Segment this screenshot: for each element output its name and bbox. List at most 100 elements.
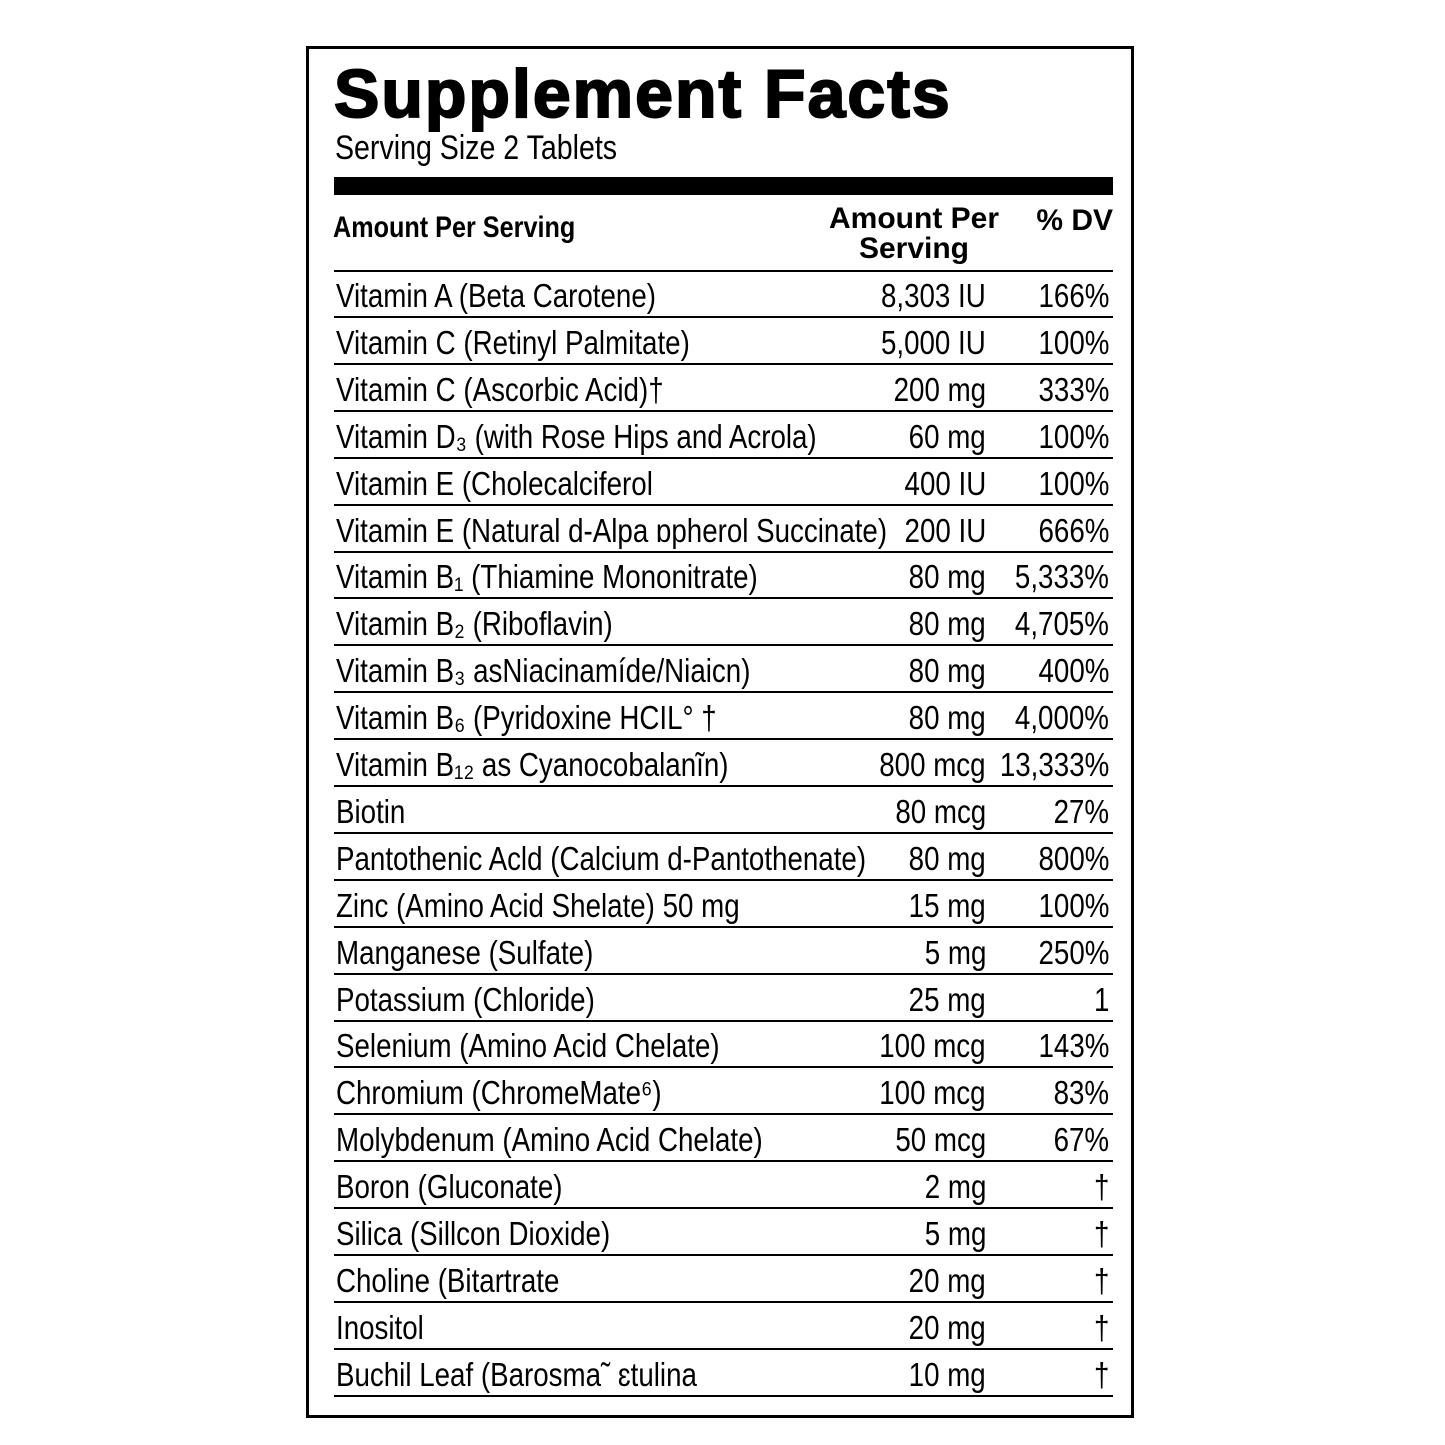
table-row: Vitamin B₃ asNiacinamíde/Niaicn) 80 mg 400… — [334, 646, 1113, 694]
table-row: Vitamin B₁ (Thiamine Mononitrate) 80 mg 5,… — [334, 552, 1113, 600]
table-row: Biotin 80 mcg 27% — [334, 787, 1113, 834]
table-row: Selenium (Amino Acid Chelate) 100 mcg 143% — [334, 1021, 1113, 1069]
amount: 10 mg — [908, 1355, 986, 1393]
amount: 80 mg — [908, 558, 986, 596]
table-row: Inositol 20 mg † — [334, 1303, 1113, 1350]
table-row: Vitamin E (Natural d-Alpa ɒpherol Succin… — [334, 506, 1113, 553]
table-row: Vitamin C (Ascorbic Acid)† 200 mg 333% — [334, 365, 1113, 412]
amount: 100 mcg — [879, 1027, 986, 1065]
amount: 80 mg — [908, 605, 986, 643]
amount: 80 mg — [908, 839, 986, 877]
daily-value: 333% — [1038, 370, 1109, 408]
table-row: Vitamin A (Beta Carotene) 8,303 IU 166% — [334, 271, 1113, 318]
nutrient-name: Chromium (ChromeMate⁶) — [336, 1074, 662, 1112]
nutrient-name: Biotin — [336, 792, 406, 830]
nutrient-name: Inositol — [336, 1308, 424, 1346]
amount: 800 mcg — [879, 746, 986, 783]
nutrient-name: Molybdenum (Amino Acid Chelate) — [336, 1121, 763, 1159]
nutrient-name: Manganese (Sulfate) — [336, 933, 594, 971]
daily-value: 13,333% — [999, 746, 1109, 783]
amount: 400 IU — [904, 464, 986, 502]
nutrient-name: Zinc (Amino Acid Shelate) 50 mg — [336, 886, 740, 924]
amount: 8,303 IU — [881, 277, 986, 314]
daily-value: † — [1093, 1261, 1109, 1299]
table-row: Vitamin D₃ (with Rose Hips and Acrola) 60… — [334, 412, 1113, 459]
amount: 15 mg — [908, 886, 986, 924]
daily-value: 100% — [1038, 323, 1109, 361]
column-header-text: Amount Per Serving — [333, 211, 576, 244]
daily-value: 83% — [1053, 1074, 1109, 1112]
amount: 20 mg — [908, 1261, 986, 1299]
table-row: Choline (Bitartrate 20 mg † — [334, 1256, 1113, 1303]
daily-value: † — [1093, 1355, 1109, 1393]
daily-value: 100% — [1038, 464, 1109, 502]
table-row: Manganese (Sulfate) 5 mg 250% — [334, 928, 1113, 975]
supplement-label: Supplement Facts Serving Size 2 Tablets … — [306, 46, 1134, 1418]
table-row: Buchil Leaf (Barosma˜ ɛtulina 10 mg † — [334, 1350, 1113, 1397]
table-row: Molybdenum (Amino Acid Chelate) 50 mcg 67% — [334, 1115, 1113, 1163]
table-row: Pantothenic Acld (Calcium d-Pantothenate… — [334, 834, 1113, 881]
nutrient-name: Vitamin B₆ (Pyridoxine HCIL° † — [336, 699, 717, 737]
table-row: Boron (Gluconate) 2 mg † — [334, 1162, 1113, 1210]
daily-value: † — [1093, 1215, 1109, 1252]
amount: 80 mg — [908, 699, 986, 737]
nutrient-name: Choline (Bitartrate — [336, 1261, 560, 1299]
nutrient-name: Pantothenic Acld (Calcium d-Pantothenate… — [336, 839, 867, 877]
table-row: Vitamin B₂ (Riboflavin) 80 mg 4,705% — [334, 599, 1113, 647]
serving-size: Serving Size 2 Tablets — [335, 129, 671, 168]
daily-value: 250% — [1038, 933, 1109, 971]
amount: 25 mg — [908, 980, 986, 1018]
amount: 20 mg — [908, 1308, 986, 1346]
daily-value: 400% — [1038, 652, 1109, 690]
daily-value: 4,705% — [1014, 605, 1109, 643]
table-row: Potassium (Chloride) 25 mg 1 — [334, 975, 1113, 1022]
daily-value: 27% — [1053, 792, 1109, 830]
amount: 200 mg — [893, 370, 986, 408]
daily-value: 143% — [1038, 1027, 1109, 1065]
serving-size-text: Serving Size 2 Tablets — [335, 129, 618, 167]
amount: 5 mg — [924, 933, 986, 971]
nutrient-name: Vitamin B₃ asNiacinamíde/Niaicn) — [336, 652, 751, 690]
daily-value: 67% — [1053, 1121, 1109, 1159]
amount: 5,000 IU — [881, 323, 986, 361]
nutrient-name: Silica (Sillcon Dioxide) — [336, 1215, 611, 1252]
nutrient-name: Buchil Leaf (Barosma˜ ɛtulina — [336, 1355, 697, 1393]
nutrient-name: Vitamin D₃ (with Rose Hips and Acrola) — [336, 417, 817, 455]
nutrient-name: Boron (Gluconate) — [336, 1168, 563, 1206]
nutrient-name: Vitamin A (Beta Carotene) — [336, 277, 656, 314]
amount: 60 mg — [908, 417, 986, 455]
table-row: Vitamin C (Retinyl Palmitate) 5,000 IU 100… — [334, 318, 1113, 365]
nutrient-name: Potassium (Chloride) — [336, 980, 595, 1018]
nutrient-name: Vitamin E (Cholecalciferol — [336, 464, 653, 502]
column-header: % DV — [1036, 204, 1113, 237]
daily-value: 100% — [1038, 417, 1109, 455]
daily-value: 666% — [1038, 511, 1109, 549]
column-header: Amount Per Serving — [829, 202, 1000, 265]
amount: 80 mcg — [895, 792, 986, 830]
table-row: Vitamin B₆ (Pyridoxine HCIL° † 80 mg 4,000… — [334, 693, 1113, 741]
nutrient-name: Vitamin B₂ (Riboflavin) — [336, 605, 613, 643]
daily-value: 800% — [1038, 839, 1109, 877]
amount: 5 mg — [924, 1215, 986, 1252]
nutrient-name: Vitamin E (Natural d-Alpa ɒpherol Succin… — [336, 511, 888, 549]
daily-value: 4,000% — [1014, 699, 1109, 737]
daily-value: 166% — [1038, 277, 1109, 314]
amount: 50 mcg — [895, 1121, 986, 1159]
daily-value: 100% — [1038, 886, 1109, 924]
daily-value: 1 — [1093, 980, 1109, 1018]
amount: 80 mg — [908, 652, 986, 690]
thick-rule — [334, 177, 1113, 195]
title: Supplement Facts — [333, 55, 952, 133]
header-rule — [334, 222, 1113, 272]
nutrient-name: Vitamin C (Ascorbic Acid)† — [336, 370, 664, 408]
table-row: Silica (Sillcon Dioxide) 5 mg † — [334, 1209, 1113, 1256]
column-header: Amount Per Serving — [333, 211, 621, 245]
amount: 2 mg — [924, 1168, 986, 1206]
table-row: Vitamin B₁₂ as Cyanocobalanĩn) 800 mcg 13,… — [334, 740, 1113, 787]
table-row: Zinc (Amino Acid Shelate) 50 mg 15 mg 100% — [334, 881, 1113, 928]
daily-value: 5,333% — [1014, 558, 1109, 596]
nutrient-name: Vitamin B₁₂ as Cyanocobalanĩn) — [336, 746, 729, 783]
nutrient-name: Selenium (Amino Acid Chelate) — [336, 1027, 720, 1065]
amount: 200 IU — [904, 511, 986, 549]
